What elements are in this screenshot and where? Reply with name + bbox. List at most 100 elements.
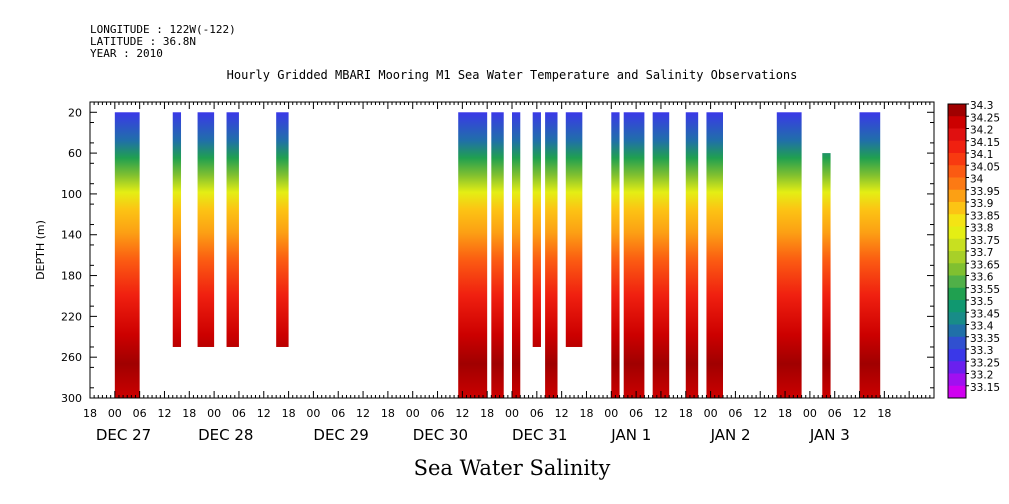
x-tick-label: 12 bbox=[654, 407, 668, 420]
x-tick-label: 18 bbox=[381, 407, 395, 420]
salinity-block bbox=[172, 112, 182, 347]
x-tick-label: 06 bbox=[629, 407, 643, 420]
colorbar-swatch bbox=[948, 287, 966, 301]
x-tick-label: 00 bbox=[704, 407, 718, 420]
colorbar-label: 33.75 bbox=[970, 235, 1000, 247]
colorbar-swatch bbox=[948, 165, 966, 178]
y-axis-title: DEPTH (m) bbox=[34, 220, 47, 280]
colorbar-swatch bbox=[948, 300, 966, 313]
colorbar-label: 33.7 bbox=[970, 247, 993, 259]
salinity-block bbox=[776, 112, 802, 399]
colorbar-swatch bbox=[948, 226, 966, 240]
colorbar-swatch bbox=[948, 128, 966, 142]
colorbar-label: 34.2 bbox=[970, 125, 993, 137]
colorbar-swatch bbox=[948, 349, 966, 362]
y-tick-label: 180 bbox=[61, 270, 82, 283]
colorbar-label: 34.05 bbox=[970, 161, 1000, 173]
colorbar-label: 33.8 bbox=[970, 223, 993, 235]
day-label: DEC 29 bbox=[313, 426, 368, 444]
x-tick-label: 00 bbox=[604, 407, 618, 420]
colorbar-swatch bbox=[948, 336, 966, 350]
x-tick-label: 18 bbox=[579, 407, 593, 420]
y-tick-label: 140 bbox=[61, 229, 82, 242]
salinity-block bbox=[611, 112, 620, 399]
salinity-block bbox=[512, 112, 521, 399]
y-tick-label: 60 bbox=[68, 147, 82, 160]
colorbar-swatch bbox=[948, 312, 966, 325]
x-tick-label: 00 bbox=[803, 407, 817, 420]
colorbar-label: 33.55 bbox=[970, 284, 1000, 296]
x-tick-label: 18 bbox=[480, 407, 494, 420]
colorbar-label: 33.9 bbox=[970, 198, 993, 210]
year-label: YEAR : 2010 bbox=[90, 47, 163, 60]
y-tick-label: 300 bbox=[61, 392, 82, 405]
salinity-block bbox=[226, 112, 239, 347]
colorbar-label: 33.2 bbox=[970, 370, 993, 382]
colorbar-label: 34.1 bbox=[970, 149, 993, 161]
colorbar-swatch bbox=[948, 116, 966, 129]
salinity-block bbox=[859, 112, 881, 399]
x-tick-label: 06 bbox=[232, 407, 246, 420]
colorbar-swatch bbox=[948, 263, 966, 276]
x-tick-label: 06 bbox=[331, 407, 345, 420]
x-tick-label: 18 bbox=[182, 407, 196, 420]
colorbar-label: 33.45 bbox=[970, 308, 1000, 320]
colorbar-swatch bbox=[948, 177, 966, 191]
x-tick-label: 12 bbox=[555, 407, 569, 420]
x-tick-label: 12 bbox=[257, 407, 271, 420]
colorbar-swatch bbox=[948, 153, 966, 166]
x-tick-label: 06 bbox=[828, 407, 842, 420]
x-tick-label: 12 bbox=[157, 407, 171, 420]
day-label: JAN 3 bbox=[809, 426, 850, 444]
colorbar-swatch bbox=[948, 324, 966, 338]
colorbar-swatch bbox=[948, 202, 966, 215]
salinity-block bbox=[545, 112, 558, 399]
salinity-block bbox=[706, 112, 723, 399]
day-label: JAN 2 bbox=[710, 426, 751, 444]
y-tick-label: 220 bbox=[61, 310, 82, 323]
salinity-block bbox=[197, 112, 215, 347]
colorbar-swatch bbox=[948, 214, 966, 227]
x-tick-label: 06 bbox=[431, 407, 445, 420]
colorbar-label: 34 bbox=[970, 174, 984, 186]
colorbar-label: 33.65 bbox=[970, 259, 1000, 271]
colorbar-label: 33.95 bbox=[970, 186, 1000, 198]
salinity-block bbox=[565, 112, 583, 347]
x-tick-label: 00 bbox=[406, 407, 420, 420]
longitude-label: LONGITUDE : 122W(-122) bbox=[90, 23, 236, 36]
x-axis-title: Sea Water Salinity bbox=[413, 456, 611, 480]
salinity-block bbox=[685, 112, 699, 399]
colorbar-label: 33.3 bbox=[970, 345, 993, 357]
x-tick-label: 12 bbox=[753, 407, 767, 420]
y-tick-label: 100 bbox=[61, 188, 82, 201]
latitude-label: LATITUDE : 36.8N bbox=[90, 35, 196, 48]
x-tick-label: 00 bbox=[108, 407, 122, 420]
day-label: DEC 31 bbox=[512, 426, 567, 444]
colorbar-swatch bbox=[948, 251, 966, 264]
x-tick-label: 06 bbox=[530, 407, 544, 420]
colorbar-label: 33.5 bbox=[970, 296, 993, 308]
y-tick-label: 260 bbox=[61, 351, 82, 364]
colorbar-label: 33.6 bbox=[970, 272, 994, 284]
colorbar-label: 34.15 bbox=[970, 137, 1000, 149]
salinity-block bbox=[822, 153, 831, 398]
day-label: DEC 30 bbox=[413, 426, 468, 444]
salinity-block bbox=[623, 112, 645, 399]
colorbar-swatch bbox=[948, 373, 966, 387]
salinity-block bbox=[491, 112, 504, 399]
day-label: DEC 27 bbox=[96, 426, 151, 444]
colorbar-swatch bbox=[948, 238, 966, 252]
colorbar-label: 33.35 bbox=[970, 333, 1000, 345]
colorbar-label: 33.4 bbox=[970, 321, 994, 333]
salinity-block bbox=[458, 112, 488, 399]
colorbar-swatch bbox=[948, 140, 966, 154]
x-tick-label: 06 bbox=[728, 407, 742, 420]
colorbar-label: 33.25 bbox=[970, 357, 1000, 369]
x-tick-label: 00 bbox=[505, 407, 519, 420]
x-tick-label: 18 bbox=[778, 407, 792, 420]
colorbar-swatch bbox=[948, 104, 966, 117]
salinity-block bbox=[114, 112, 140, 399]
x-tick-label: 12 bbox=[455, 407, 469, 420]
x-tick-label: 12 bbox=[853, 407, 867, 420]
